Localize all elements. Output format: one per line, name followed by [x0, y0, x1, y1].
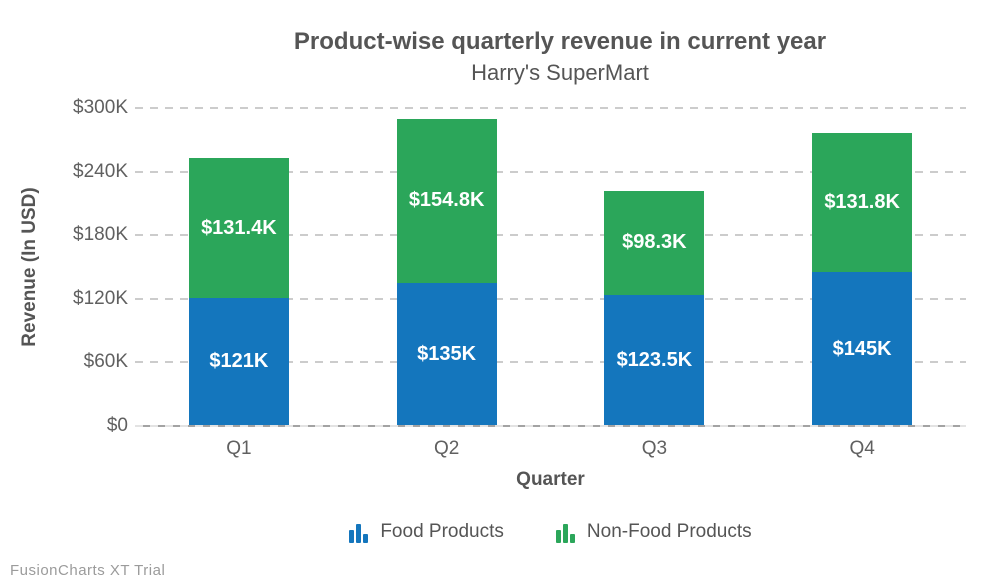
legend-item-food-products[interactable]: Food Products	[349, 521, 504, 543]
y-tick-label: $0	[106, 415, 128, 436]
watermark-text: FusionCharts XT Trial	[10, 562, 166, 579]
gridline	[135, 170, 966, 173]
gridline	[135, 361, 966, 364]
bar-segment-food-products-q4[interactable]: $145K	[812, 272, 913, 426]
bar-value-label: $123.5K	[616, 349, 693, 372]
legend-label: Food Products	[380, 521, 504, 542]
bar-value-label: $131.8K	[824, 190, 900, 213]
legend: Food Products Non-Food Products	[135, 521, 966, 543]
mini-bar-chart-icon	[349, 524, 369, 543]
x-axis-line	[135, 425, 966, 427]
bar-segment-food-products-q2[interactable]: $135K	[396, 282, 497, 426]
chart-subtitle: Harry's SuperMart	[471, 60, 649, 85]
bar-value-label: $145K	[832, 337, 892, 360]
bar-segment-non-food-products-q3[interactable]: $98.3K	[604, 190, 705, 296]
bar-value-label: $98.3K	[622, 231, 687, 254]
chart-title: Product-wise quarterly revenue in curren…	[293, 28, 827, 55]
x-axis-title: Quarter	[516, 469, 585, 490]
y-tick-label: $180K	[73, 224, 128, 246]
bar-value-label: $135K	[417, 342, 477, 365]
x-tick-label-q3: Q3	[641, 438, 668, 459]
bar-segment-non-food-products-q1[interactable]: $131.4K	[188, 158, 289, 298]
bar-segment-food-products-q3[interactable]: $123.5K	[604, 295, 705, 426]
bar-value-label: $131.4K	[201, 216, 277, 239]
y-tick-label: $120K	[73, 287, 128, 309]
bar-segment-non-food-products-q2[interactable]: $154.8K	[396, 118, 497, 283]
y-tick-label: $300K	[73, 97, 128, 118]
x-tick-label-q2: Q2	[433, 438, 460, 459]
bar-value-label: $154.8K	[408, 189, 485, 212]
gridline	[135, 107, 966, 109]
x-tick-label-q4: Q4	[849, 438, 875, 459]
gridline	[135, 234, 966, 237]
bar-value-label: $121K	[209, 350, 269, 373]
bar-segment-non-food-products-q4[interactable]: $131.8K	[812, 132, 913, 273]
y-tick-label: $240K	[73, 160, 128, 182]
plot-area: $121K $131.4K $135K $154.8K $123.5K $98.3K $14…	[135, 107, 966, 427]
legend-item-non-food-products[interactable]: Non-Food Products	[555, 521, 752, 543]
y-tick-label: $60K	[83, 351, 128, 373]
x-tick-label-q1: Q1	[226, 438, 252, 459]
bar-segment-food-products-q1[interactable]: $121K	[188, 297, 289, 426]
legend-label: Non-Food Products	[586, 521, 752, 542]
gridline	[135, 297, 966, 300]
mini-bar-chart-icon	[555, 524, 575, 543]
